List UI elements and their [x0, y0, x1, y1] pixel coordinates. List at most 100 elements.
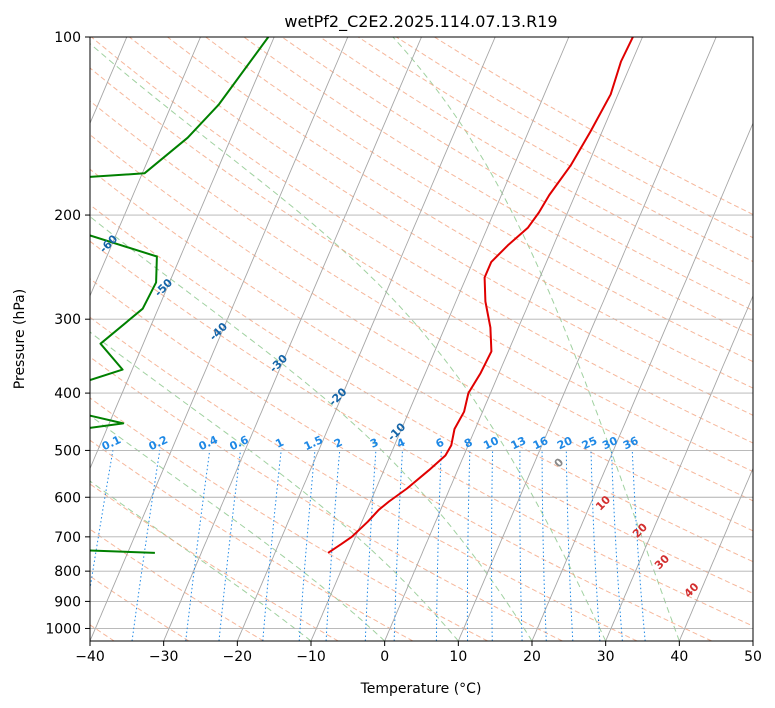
- x-tick-label: −10: [296, 649, 326, 665]
- dry-adiabat-line: [129, 37, 753, 416]
- mixing-ratio-label: 3: [368, 436, 380, 451]
- mixing-ratio-line: [298, 450, 316, 641]
- mixing-ratio-label: 1: [273, 436, 285, 451]
- isotherm-label: -10: [385, 420, 408, 443]
- isotherm-label: -60: [97, 232, 120, 255]
- dry-adiabat-line: [90, 37, 753, 444]
- moist-adiabat-line: [90, 480, 312, 641]
- x-tick-label: −30: [149, 649, 179, 665]
- dry-adiabat-line: [281, 37, 753, 312]
- x-tick-label: 40: [670, 649, 688, 665]
- mixing-ratio-line: [565, 450, 574, 641]
- dry-adiabat-line: [434, 37, 753, 216]
- y-tick-label: 500: [54, 443, 81, 459]
- x-axis-label: Temperature (°C): [360, 681, 482, 697]
- isotherm-label: -80: [0, 143, 11, 166]
- dry-adiabat-line: [90, 168, 753, 563]
- mixing-ratio-line: [131, 450, 161, 641]
- mixing-ratio-label: 30: [600, 434, 620, 452]
- y-tick-label: 100: [54, 30, 81, 46]
- dry-adiabat-line: [205, 37, 753, 363]
- dry-adiabat-line: [167, 37, 753, 389]
- pressure-grid-group: [90, 37, 753, 629]
- isotherm-line: [605, 294, 753, 641]
- isotherm-line: [457, 37, 717, 641]
- moist-adiabat-line: [90, 414, 386, 641]
- dry-adiabat-group: [90, 37, 753, 641]
- dry-adiabat-line: [90, 356, 563, 641]
- mixing-ratio-line: [491, 450, 494, 641]
- dewpoint-profile-line: [90, 37, 270, 554]
- theta-label: 10: [593, 493, 613, 513]
- dry-adiabat-line: [90, 67, 753, 473]
- dry-adiabat-line: [90, 240, 753, 627]
- isotherm-line: [531, 122, 753, 641]
- isotherm-group: [90, 37, 753, 641]
- dry-adiabat-line: [90, 100, 753, 502]
- mixing-ratio-label: 20: [555, 434, 575, 452]
- moist-adiabat-line: [392, 37, 680, 641]
- mixing-ratio-label: 25: [580, 434, 599, 452]
- mixing-ratio-line: [90, 450, 114, 592]
- mixing-ratio-label: 16: [531, 434, 551, 452]
- y-tick-label: 600: [54, 490, 81, 506]
- mixing-ratio-line: [218, 450, 241, 641]
- y-axis: 100 200 300 400 500 600 700 800 900 1000: [45, 30, 90, 637]
- x-tick-label: −40: [75, 649, 105, 665]
- y-tick-label: 300: [54, 312, 81, 328]
- x-tick-label: −20: [223, 649, 253, 665]
- moist-adiabat-group: [90, 37, 680, 641]
- theta-label: 0: [552, 455, 567, 470]
- y-tick-label: 1000: [45, 621, 81, 637]
- mixing-ratio-label: 36: [621, 434, 641, 452]
- isotherm-line: [384, 37, 643, 641]
- dry-adiabat-line: [243, 37, 753, 337]
- theta-label: 40: [682, 580, 702, 600]
- chart-title: wetPf2_C2E2.2025.114.07.13.R19: [284, 12, 557, 32]
- isotherm-line: [752, 639, 753, 641]
- x-tick-label: 30: [597, 649, 615, 665]
- isotherm-line: [236, 37, 496, 641]
- dry-adiabat-line: [90, 316, 638, 641]
- dry-adiabat-line: [90, 204, 753, 594]
- y-axis-label: Pressure (hPa): [12, 289, 28, 389]
- mixing-ratio-line: [185, 450, 211, 641]
- dry-adiabat-line: [90, 483, 339, 641]
- dry-adiabat-line: [90, 397, 488, 641]
- dry-adiabat-line: [90, 134, 753, 532]
- dry-adiabat-line: [90, 528, 264, 641]
- plot-frame: [89, 36, 754, 642]
- y-tick-label: 900: [54, 594, 81, 610]
- mixing-ratio-line: [435, 450, 442, 641]
- y-tick-label: 400: [54, 386, 81, 402]
- y-tick-label: 700: [54, 530, 81, 546]
- isotherm-line: [678, 467, 753, 641]
- x-tick-label: 20: [523, 649, 541, 665]
- y-tick-label: 200: [54, 208, 81, 224]
- x-tick-label: 50: [744, 649, 762, 665]
- mixing-ratio-label: 6: [434, 436, 447, 451]
- isotherm-line: [163, 37, 422, 641]
- x-axis: −40 −30 −20 −10 0 10 20 30 40 50: [75, 641, 762, 665]
- theta-label: 20: [630, 520, 650, 540]
- temperature-profile-line: [327, 37, 634, 554]
- series-group: [90, 37, 634, 554]
- x-tick-label: 0: [380, 649, 389, 665]
- x-tick-label: 10: [449, 649, 467, 665]
- dry-adiabat-line: [90, 439, 414, 641]
- moist-adiabat-line: [90, 215, 533, 641]
- isotherm-line: [90, 37, 201, 298]
- isotherm-line: [90, 37, 275, 470]
- isotherm-line: [90, 37, 349, 641]
- dry-adiabat-line: [357, 37, 753, 263]
- moist-adiabat-line: [90, 43, 607, 641]
- isotherm-label: -30: [267, 352, 290, 375]
- isotherm-line: [310, 37, 570, 641]
- mixing-ratio-label: 10: [481, 434, 501, 452]
- mixing-ratio-label: 13: [509, 434, 528, 452]
- dry-adiabat-line: [90, 278, 712, 641]
- mixing-ratio-line: [262, 450, 282, 641]
- moist-adiabat-line: [90, 331, 459, 641]
